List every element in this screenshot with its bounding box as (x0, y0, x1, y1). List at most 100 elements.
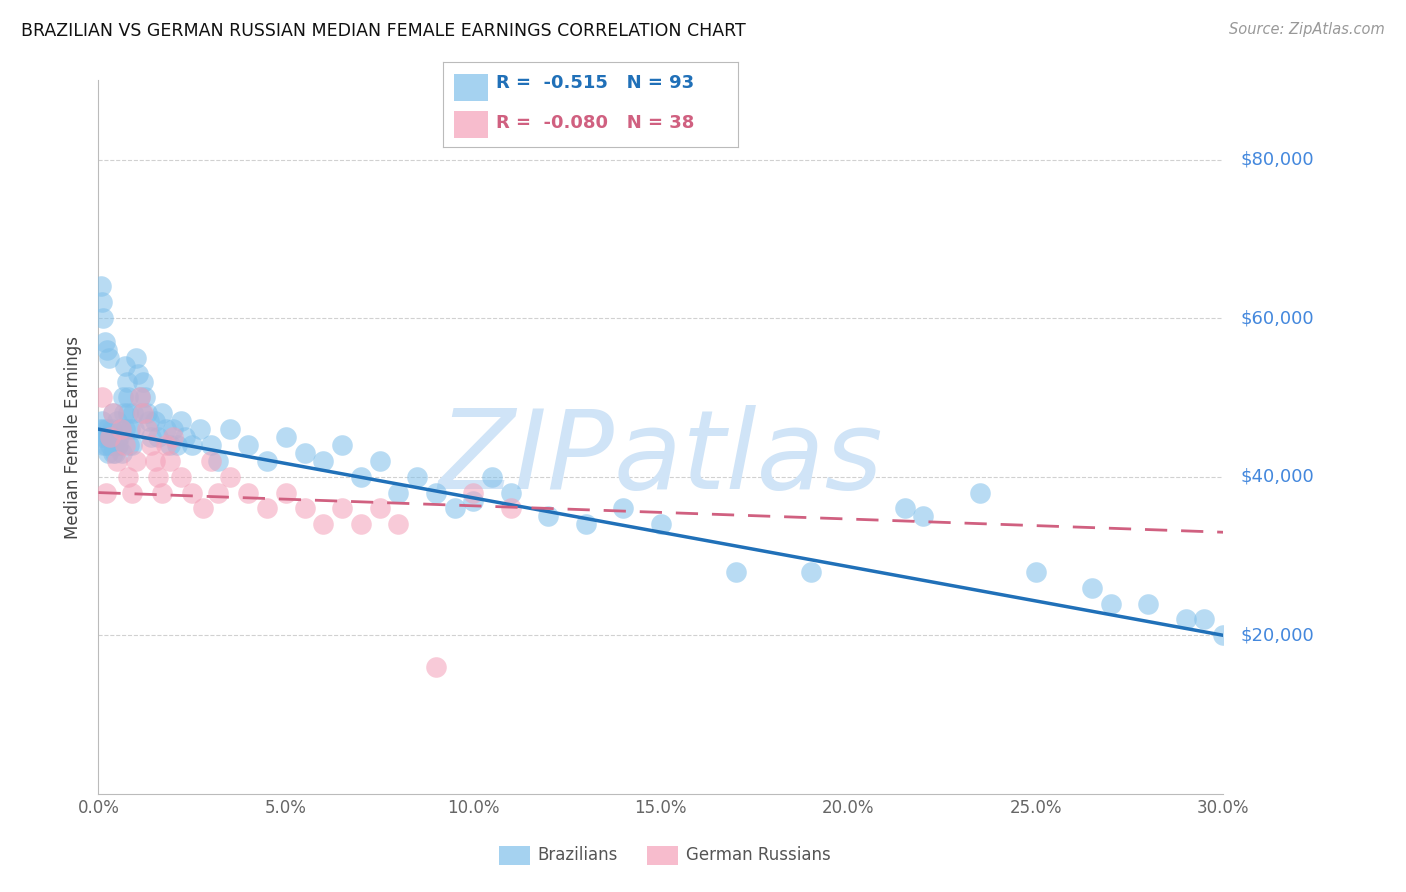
Point (443, 501, 465, 516)
Point (98, 438, 121, 452)
Point (97, 430, 120, 444)
Point (200, 438, 222, 452)
Point (111, 446, 134, 460)
Point (256, 501, 278, 516)
Point (193, 501, 215, 516)
Point (89, 422, 111, 436)
Point (148, 469, 170, 483)
Text: R =  -0.515   N = 93: R = -0.515 N = 93 (496, 74, 695, 92)
Point (127, 367, 149, 381)
Point (330, 501, 353, 516)
Point (97, 446, 120, 460)
Point (238, 485, 260, 500)
Point (188, 422, 211, 436)
Point (425, 660, 447, 674)
Text: Source: ZipAtlas.com: Source: ZipAtlas.com (1229, 22, 1385, 37)
Point (1137, 597, 1160, 611)
Point (125, 454, 148, 468)
Text: $20,000: $20,000 (1240, 626, 1313, 644)
Point (218, 422, 240, 436)
Point (122, 422, 145, 436)
Point (110, 422, 132, 436)
Point (105, 454, 128, 468)
Point (131, 406, 153, 420)
Text: BRAZILIAN VS GERMAN RUSSIAN MEDIAN FEMALE EARNINGS CORRELATION CHART: BRAZILIAN VS GERMAN RUSSIAN MEDIAN FEMAL… (21, 22, 745, 40)
Point (969, 485, 991, 500)
Point (1212, 628, 1234, 642)
Point (1081, 581, 1104, 595)
Point (499, 501, 522, 516)
Point (148, 430, 170, 444)
Point (800, 565, 823, 579)
Point (93, 422, 115, 436)
Point (103, 438, 125, 452)
Point (121, 485, 143, 500)
Point (111, 391, 134, 405)
Point (90, 279, 112, 293)
Point (122, 406, 145, 420)
Point (114, 422, 136, 436)
Point (350, 517, 373, 532)
Point (132, 375, 155, 389)
Point (575, 517, 598, 532)
Point (107, 438, 129, 452)
Point (117, 469, 139, 483)
Point (274, 485, 297, 500)
Point (368, 501, 391, 516)
Point (330, 438, 353, 452)
Point (537, 509, 560, 524)
Point (162, 430, 184, 444)
Point (181, 485, 204, 500)
Point (117, 391, 139, 405)
Point (105, 414, 128, 428)
Point (143, 414, 166, 428)
Point (91, 414, 114, 428)
Point (90, 430, 112, 444)
Point (155, 438, 177, 452)
Point (368, 454, 391, 468)
Point (218, 469, 240, 483)
Point (463, 493, 485, 508)
Point (155, 422, 177, 436)
Text: R =  -0.080   N = 38: R = -0.080 N = 38 (496, 114, 695, 132)
Point (110, 422, 132, 436)
Point (1174, 612, 1197, 626)
Point (118, 438, 141, 452)
Point (98, 430, 121, 444)
Point (1025, 565, 1047, 579)
Point (128, 391, 150, 405)
Point (150, 406, 173, 420)
Point (136, 406, 159, 420)
Point (90, 295, 112, 310)
Point (425, 485, 447, 500)
Point (115, 375, 138, 389)
Point (139, 430, 162, 444)
Point (256, 454, 278, 468)
Point (120, 422, 142, 436)
Point (1194, 612, 1216, 626)
Point (200, 454, 222, 468)
Text: $40,000: $40,000 (1240, 467, 1313, 486)
Point (128, 391, 150, 405)
Point (387, 485, 409, 500)
Point (134, 391, 156, 405)
Point (100, 422, 122, 436)
Point (612, 501, 634, 516)
Point (893, 501, 915, 516)
Point (94, 334, 117, 349)
Point (132, 406, 155, 420)
Point (97, 351, 120, 365)
Point (91, 438, 114, 452)
Point (139, 438, 162, 452)
Point (170, 414, 193, 428)
Point (94, 485, 117, 500)
Text: $80,000: $80,000 (1240, 151, 1313, 169)
Text: German Russians: German Russians (686, 847, 831, 864)
Point (350, 469, 373, 483)
Point (96, 343, 118, 357)
Point (463, 485, 485, 500)
Point (112, 406, 135, 420)
Point (138, 414, 160, 428)
Point (143, 454, 166, 468)
Point (114, 438, 136, 452)
